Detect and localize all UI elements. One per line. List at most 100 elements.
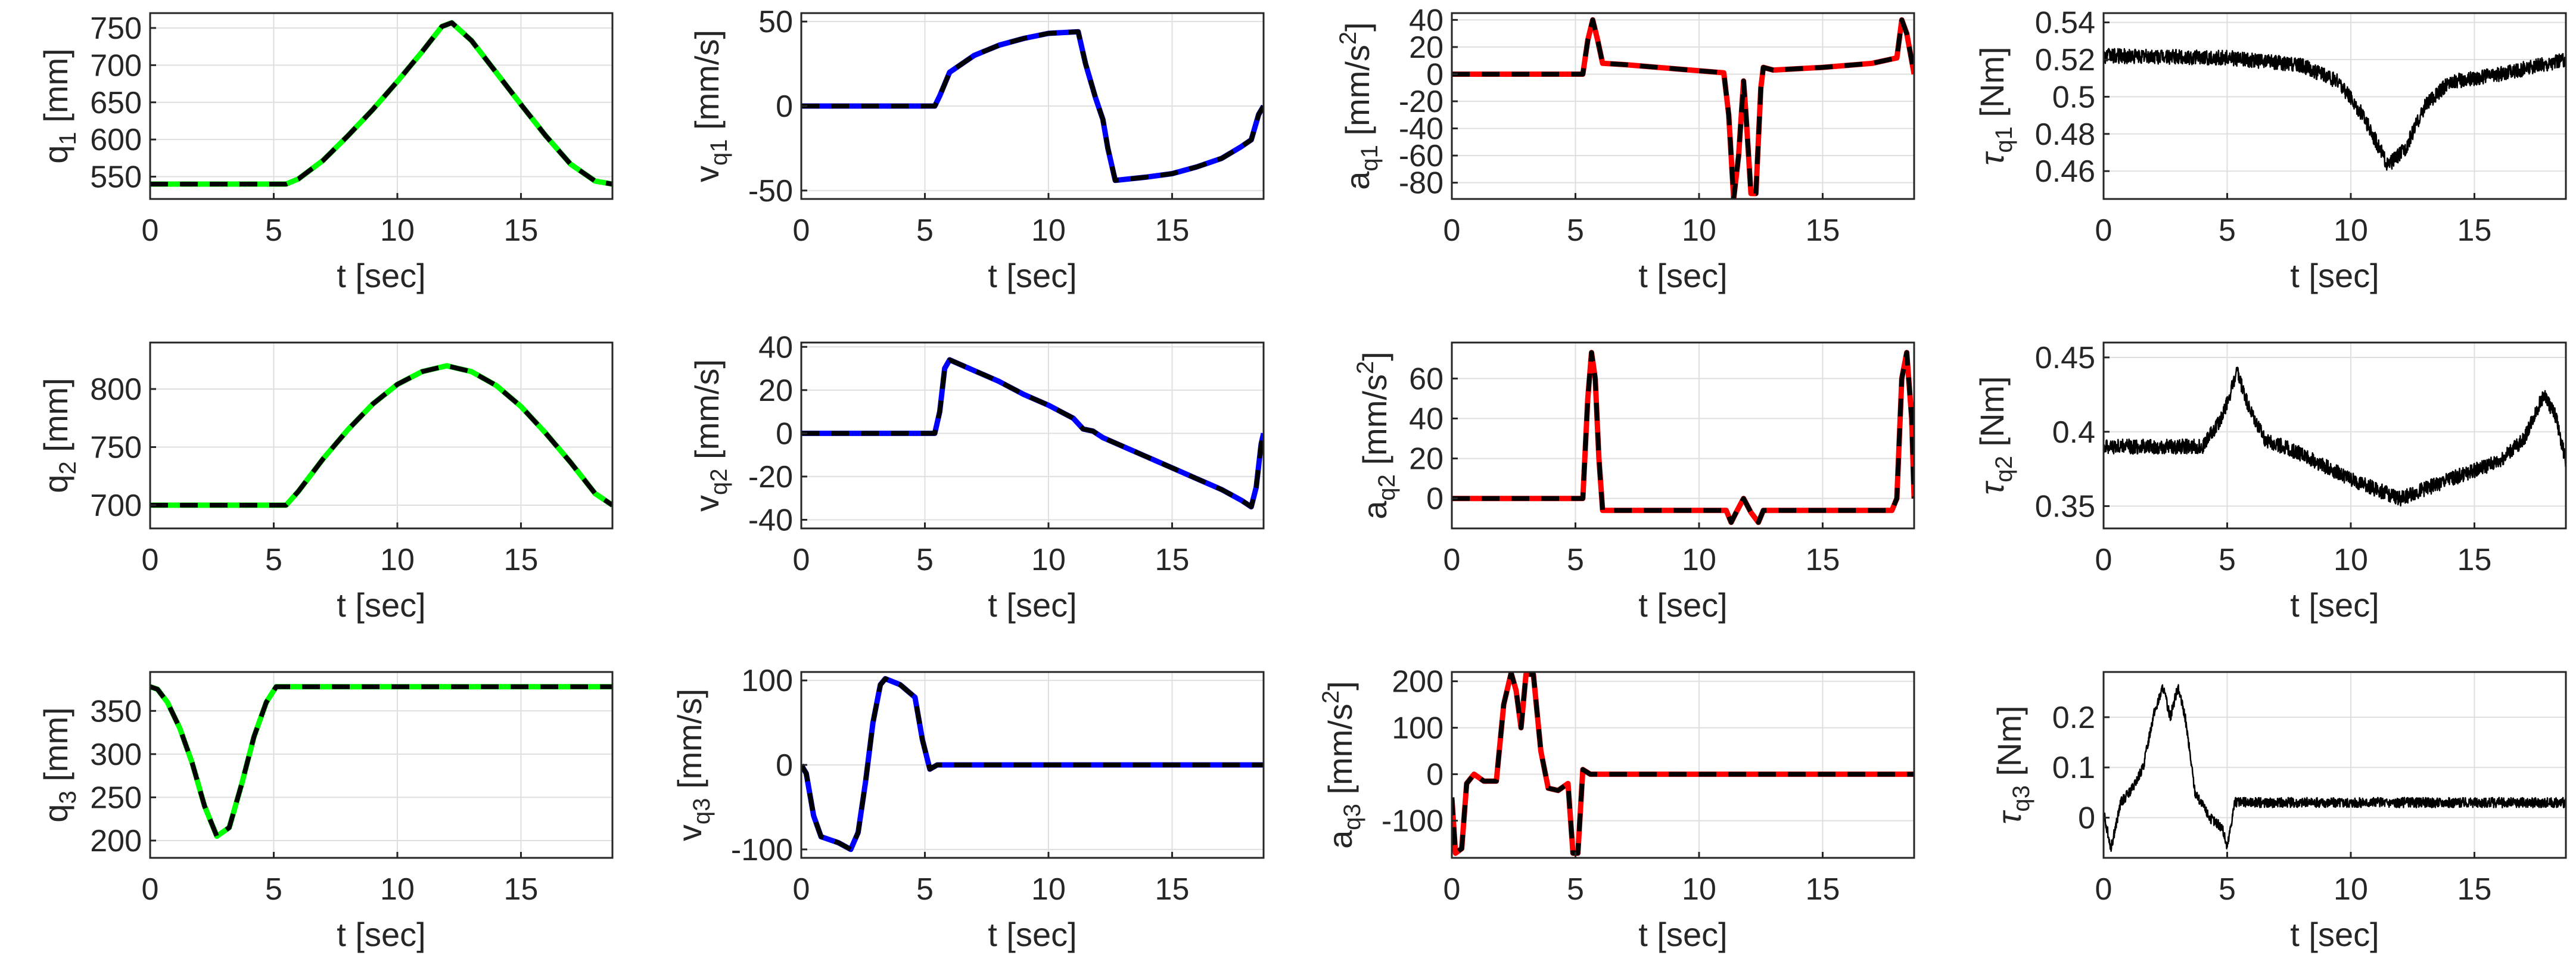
y-tick-label: 40	[1409, 3, 1443, 38]
x-tick-label: 0	[142, 872, 159, 907]
y-tick-label: -40	[748, 503, 793, 537]
y-tick-label: 20	[1409, 442, 1443, 477]
x-tick-label: 0	[2095, 872, 2113, 907]
y-tick-label: 200	[90, 824, 142, 858]
x-tick-label: 15	[1155, 213, 1190, 248]
chart-tq2: 0 5 10 15 0.35 0.4 0.45 t [sec] τq2 [Nm]	[1973, 341, 2567, 624]
x-axis-label: t [sec]	[337, 257, 425, 294]
plot-area	[2102, 12, 2567, 200]
x-axis-label: t [sec]	[2290, 257, 2379, 294]
x-tick-label: 15	[1806, 213, 1840, 248]
axes-box	[1451, 671, 1915, 859]
y-tick-label: 700	[90, 48, 142, 83]
x-tick-label: 10	[1031, 213, 1066, 248]
axes-box	[2102, 341, 2567, 530]
y-tick-label: 0	[1426, 482, 1443, 516]
x-tick-label: 5	[916, 872, 934, 907]
x-tick-label: 15	[2457, 872, 2492, 907]
axes-box	[2102, 671, 2567, 859]
chart-vq2: 0 5 10 15 -40 -20 0 20 40 t [sec] vq2 [mm/s]	[688, 330, 1265, 624]
y-tick-label: 350	[90, 694, 142, 729]
x-tick-label: 10	[380, 213, 415, 248]
chart-aq2: 0 5 10 15 0 20 40 60 t [sec] aq2 [mm/s2]	[1352, 341, 1915, 624]
y-tick-label: 0.35	[2035, 490, 2095, 524]
y-tick-label: 0	[2078, 801, 2095, 836]
x-axis-label: t [sec]	[1638, 916, 1727, 953]
x-tick-label: 15	[1155, 543, 1190, 577]
x-tick-label: 5	[265, 872, 282, 907]
y-tick-label: -80	[1399, 166, 1443, 201]
series-measured	[150, 684, 612, 839]
y-tick-label: 0.45	[2035, 341, 2095, 375]
x-tick-label: 10	[1682, 213, 1716, 248]
y-axis-label: aq2 [mm/s2]	[1352, 351, 1400, 519]
y-tick-label: 0	[1426, 758, 1443, 792]
x-tick-label: 10	[2334, 872, 2368, 907]
x-axis-label: t [sec]	[337, 916, 425, 953]
y-axis-label: aq3 [mm/s2]	[1318, 681, 1365, 848]
x-tick-label: 10	[1682, 872, 1716, 907]
y-axis-label: τq2 [Nm]	[1973, 376, 2017, 494]
x-tick-label: 5	[916, 543, 934, 577]
x-axis-label: t [sec]	[988, 916, 1077, 953]
y-tick-label: 0.1	[2052, 751, 2095, 785]
axes-box	[149, 341, 614, 530]
x-tick-label: 0	[1443, 543, 1461, 577]
x-axis-label: t [sec]	[2290, 916, 2379, 953]
y-tick-label: 20	[1409, 30, 1443, 65]
x-tick-label: 15	[2457, 543, 2492, 577]
y-axis-label: τq1 [Nm]	[1973, 46, 2017, 165]
x-tick-label: 0	[2095, 543, 2113, 577]
x-tick-label: 10	[2334, 543, 2368, 577]
y-axis-label: vq1 [mm/s]	[688, 30, 732, 182]
y-tick-label: -50	[748, 174, 793, 209]
plot-area	[2102, 671, 2567, 859]
x-tick-label: 10	[1682, 543, 1716, 577]
chart-q3: 0 5 10 15 200 250 300 350 t [sec] q3 [mm]	[37, 671, 614, 953]
x-tick-label: 0	[793, 213, 810, 248]
x-tick-label: 5	[1567, 872, 1584, 907]
x-tick-label: 15	[504, 872, 539, 907]
y-tick-label: 650	[90, 86, 142, 120]
y-tick-label: 0.2	[2052, 701, 2095, 735]
y-tick-label: 20	[758, 374, 793, 408]
series-measured	[150, 363, 612, 508]
y-axis-label: q3 [mm]	[37, 707, 81, 822]
series-measured	[1452, 350, 1914, 525]
x-tick-label: 10	[1031, 872, 1066, 907]
axes-box	[1451, 341, 1915, 530]
x-tick-label: 15	[504, 543, 539, 577]
y-tick-label: 0.5	[2052, 80, 2095, 114]
y-axis-label: τq3 [Nm]	[1990, 705, 2034, 824]
axes-box	[1451, 12, 1915, 200]
y-tick-label: 0.54	[2035, 6, 2095, 41]
series-measured	[1452, 17, 1914, 199]
y-tick-label: -40	[1399, 112, 1443, 147]
plot-area	[149, 12, 614, 200]
y-tick-label: 50	[758, 5, 793, 39]
plot-area	[1451, 671, 1915, 859]
y-tick-label: -100	[1382, 804, 1443, 839]
y-tick-label: 550	[90, 160, 142, 195]
x-tick-label: 5	[1567, 543, 1584, 577]
x-tick-label: 5	[265, 213, 282, 248]
series-measured	[2104, 366, 2566, 507]
y-tick-label: 0.48	[2035, 117, 2095, 152]
y-tick-label: 100	[741, 664, 793, 698]
chart-tq3: 0 5 10 15 0 0.1 0.2 t [sec] τq3 [Nm]	[1990, 671, 2567, 953]
y-tick-label: 750	[90, 431, 142, 465]
x-tick-label: 15	[1806, 543, 1840, 577]
x-axis-label: t [sec]	[337, 586, 425, 624]
y-tick-label: 40	[758, 330, 793, 365]
x-tick-label: 0	[793, 543, 810, 577]
x-tick-label: 0	[1443, 213, 1461, 248]
y-tick-label: 300	[90, 738, 142, 772]
x-tick-label: 0	[1443, 872, 1461, 907]
y-tick-label: 0.46	[2035, 154, 2095, 189]
series-measured	[801, 357, 1264, 509]
x-tick-label: 0	[142, 213, 159, 248]
y-axis-label: vq2 [mm/s]	[688, 359, 732, 512]
